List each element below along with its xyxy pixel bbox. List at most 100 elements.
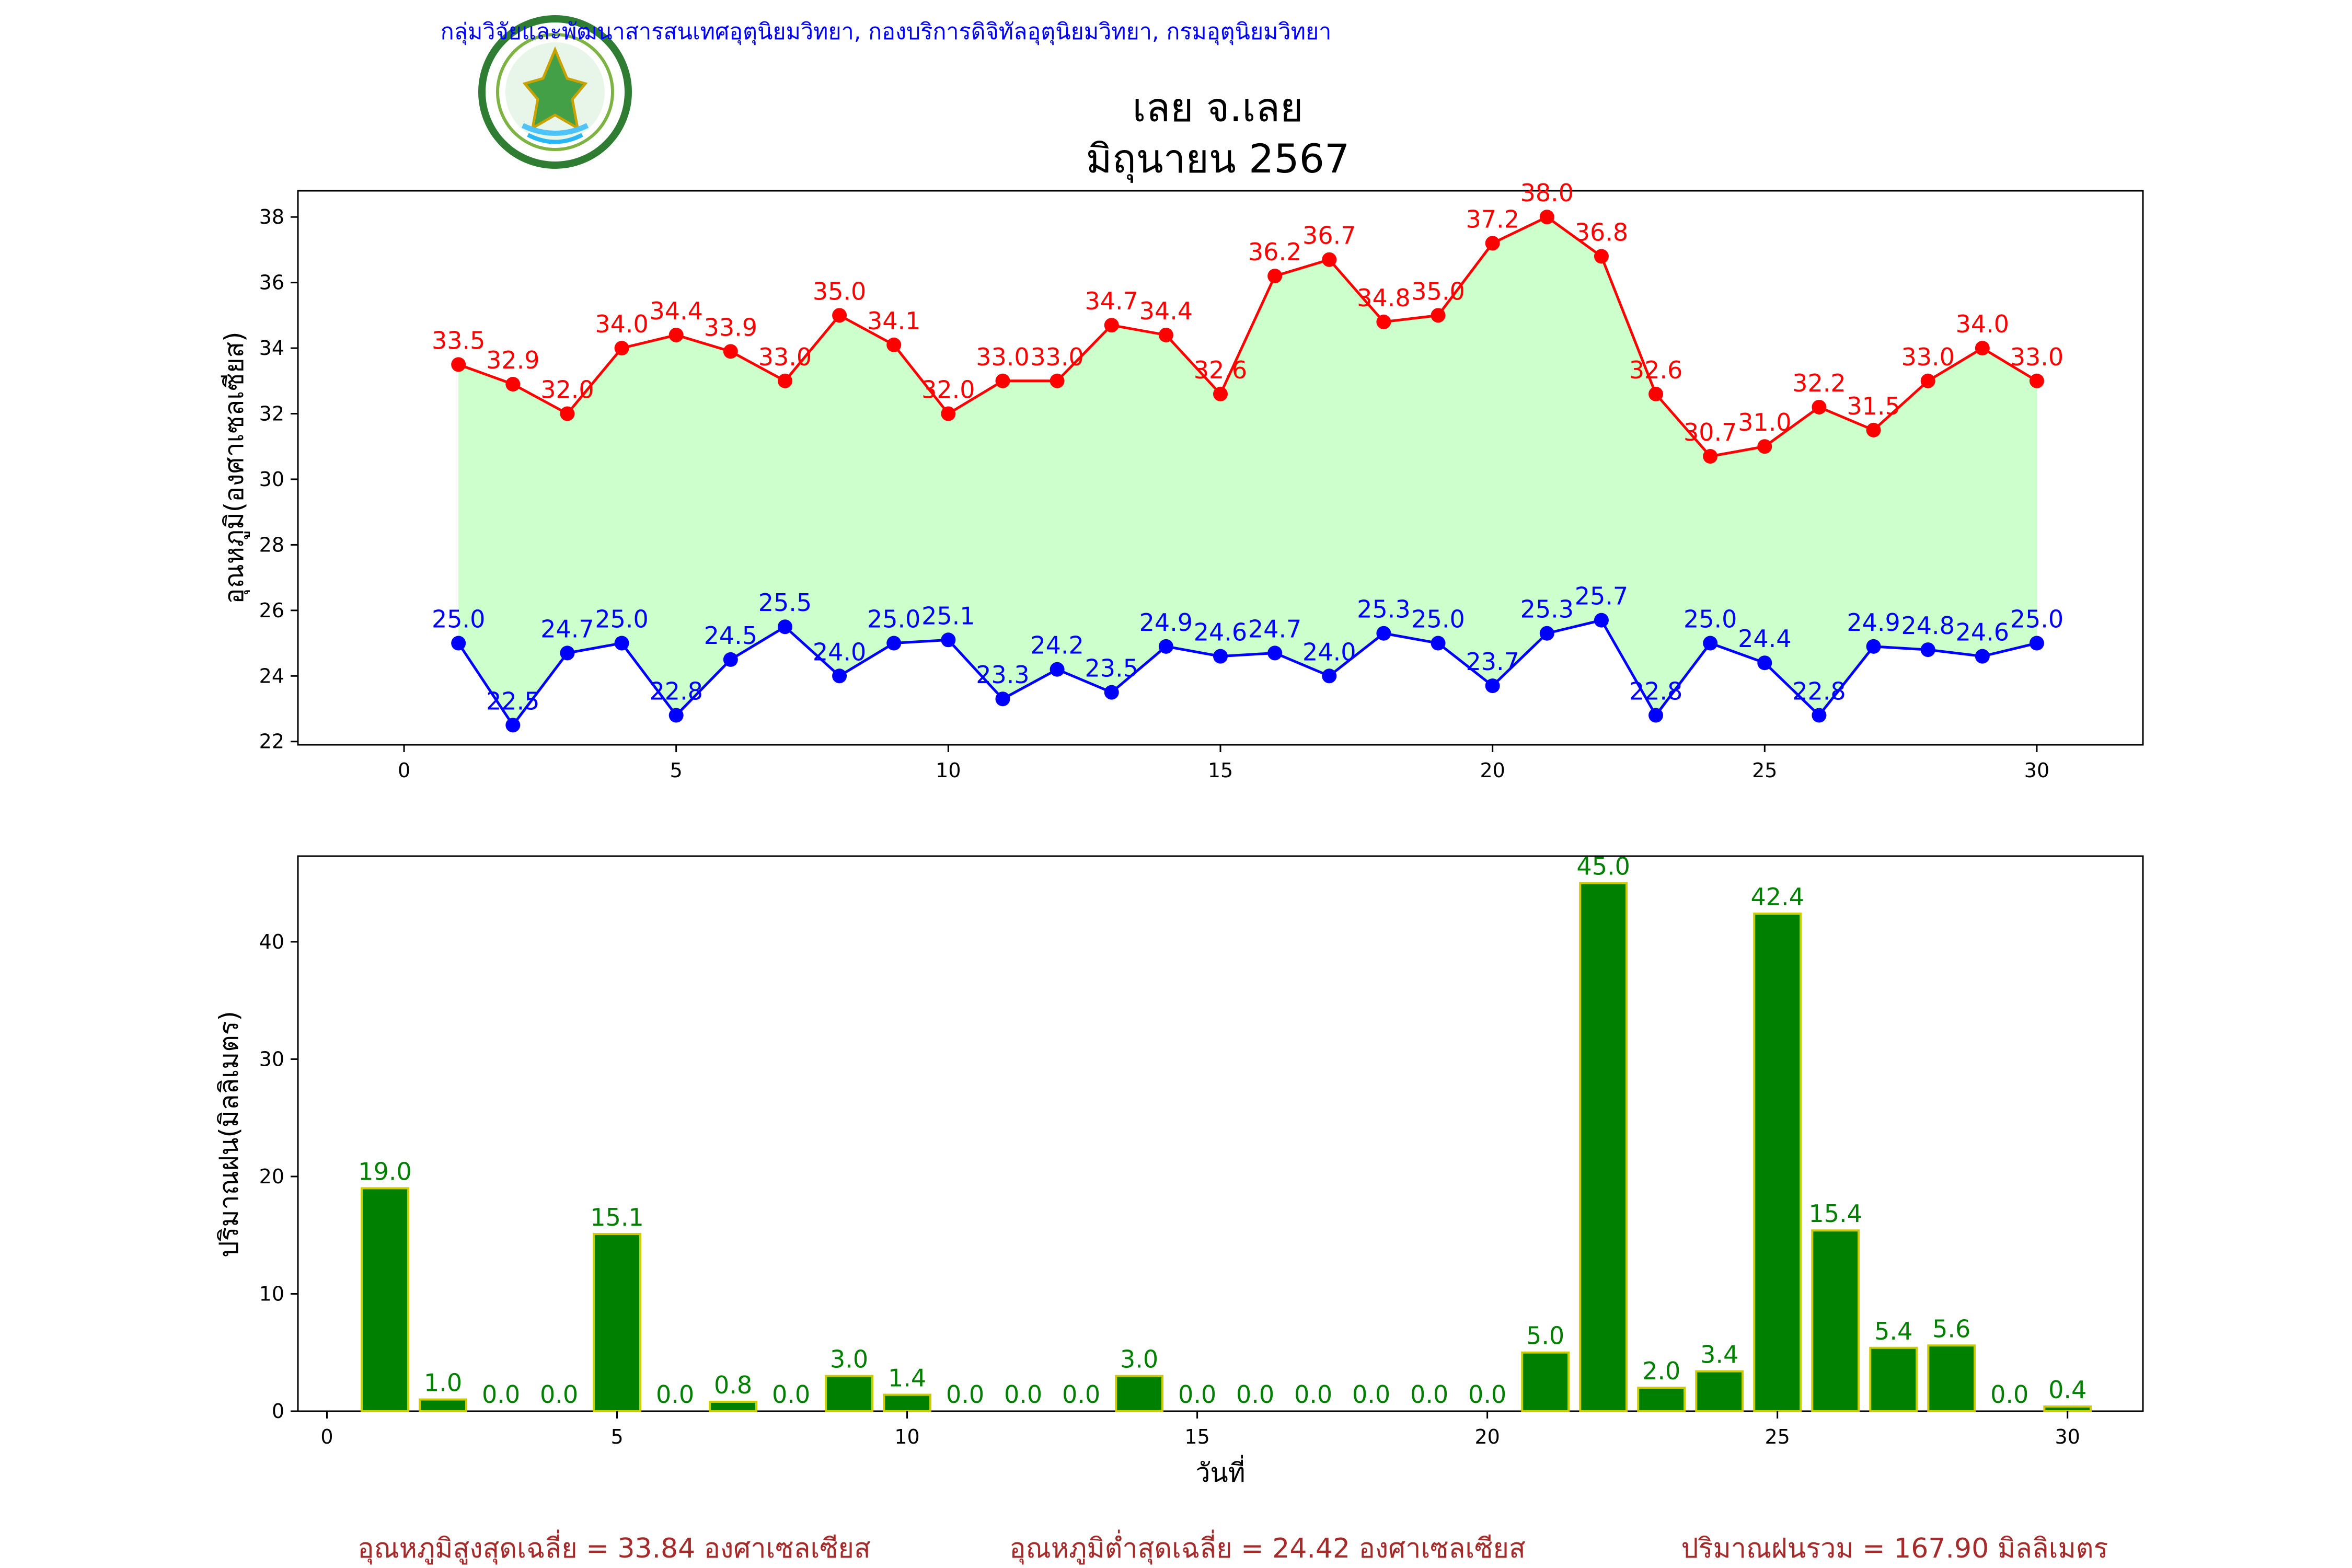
min-temperature-point xyxy=(1213,649,1228,664)
min-temperature-point xyxy=(1431,636,1446,651)
rainfall-y-axis-label: ปริมาณฝน(มิลลิเมตร) xyxy=(214,1011,244,1258)
rainfall-bar xyxy=(1579,882,1628,1413)
rainfall-data-label: 0.0 xyxy=(1352,1380,1390,1409)
chart-title-location: เลย จ.เลย xyxy=(1132,84,1303,131)
min-temperature-data-label: 22.8 xyxy=(649,677,702,706)
rainfall-data-label: 3.4 xyxy=(1700,1341,1738,1369)
max-temperature-point xyxy=(1104,318,1119,333)
temperature-fill-layer xyxy=(458,217,2037,725)
temperature-lines-layer: 33.532.932.034.0 34.433.933.035.034.132.0… xyxy=(432,179,2063,733)
min-temperature-data-label: 22.5 xyxy=(486,687,539,715)
min-temperature-data-label: 25.0 xyxy=(432,605,485,633)
min-temperature-point xyxy=(1322,668,1337,684)
rainfall-data-label: 19.0 xyxy=(358,1157,411,1185)
min-temperature-data-label: 22.8 xyxy=(1792,677,1846,706)
rainfall-data-label: 0.0 xyxy=(1410,1380,1448,1409)
rainfall-bar xyxy=(361,1187,409,1412)
max-temperature-point xyxy=(941,406,956,421)
rainfall-data-label: 0.0 xyxy=(1236,1380,1274,1409)
max-temperature-data-label: 36.7 xyxy=(1302,222,1356,250)
rainfall-bar xyxy=(593,1232,641,1412)
min-temperature-point xyxy=(886,636,902,651)
x-tick-label: 15 xyxy=(1184,1425,1209,1448)
max-temperature-data-label: 34.4 xyxy=(649,297,702,325)
rainfall-data-label: 15.4 xyxy=(1808,1200,1862,1228)
rainfall-x-ticks: 0 5 10 15 20 25 30 xyxy=(320,1411,2080,1448)
max-temperature-data-label: 36.8 xyxy=(1575,218,1628,246)
rainfall-bars-layer: 19.0 1.0 0.0 0.0 15.1 0.0 0.8 0.0 3.0 1.4 0.0 0.0 0.… xyxy=(358,852,2092,1413)
min-temperature-point xyxy=(1920,642,1935,658)
rainfall-data-label: 1.0 xyxy=(424,1369,462,1397)
max-temperature-data-label: 31.0 xyxy=(1738,408,1791,436)
rainfall-chart: 19.0 1.0 0.0 0.0 15.1 0.0 0.8 0.0 3.0 1.4 0.0 0.0 0.… xyxy=(214,852,2144,1488)
rainfall-bar xyxy=(1753,913,1802,1413)
max-temperature-data-label: 32.9 xyxy=(486,346,539,374)
rainfall-data-label: 3.0 xyxy=(830,1345,868,1374)
min-temperature-data-label: 24.0 xyxy=(1302,638,1356,666)
min-temperature-point xyxy=(1594,613,1609,628)
y-tick-label: 34 xyxy=(259,337,284,360)
min-temperature-data-label: 25.0 xyxy=(1684,605,1737,633)
max-temperature-data-label: 38.0 xyxy=(1520,179,1574,207)
average-max-temperature: อุณหภูมิสูงสุดเฉลี่ย = 33.84 องศาเซลเซีย… xyxy=(358,1529,871,1565)
max-temperature-data-label: 34.0 xyxy=(1956,310,2009,338)
rainfall-bar xyxy=(1869,1346,1918,1412)
max-temperature-point xyxy=(1594,249,1609,264)
temperature-y-axis-label: อุณหภูมิ(องศาเซลเซียส) xyxy=(219,331,250,604)
max-temperature-data-label: 34.1 xyxy=(867,307,920,335)
x-tick-label: 20 xyxy=(1474,1425,1500,1448)
max-temperature-point xyxy=(1213,386,1228,401)
rainfall-bar xyxy=(1927,1344,1976,1412)
max-temperature-point xyxy=(560,406,575,421)
max-temperature-point xyxy=(1920,373,1935,388)
rainfall-data-label: 0.0 xyxy=(1294,1380,1332,1409)
max-temperature-point xyxy=(832,308,847,323)
min-temperature-data-label: 23.7 xyxy=(1466,648,1519,676)
max-temperature-data-label: 34.8 xyxy=(1357,284,1410,312)
max-temperature-point xyxy=(1431,308,1446,323)
min-temperature-point xyxy=(1050,662,1065,677)
min-temperature-data-label: 25.0 xyxy=(867,605,920,633)
rainfall-data-label: 45.0 xyxy=(1576,852,1630,881)
max-temperature-point xyxy=(1648,386,1664,401)
y-tick-label: 36 xyxy=(259,271,284,294)
min-temperature-point xyxy=(723,652,738,667)
max-temperature-point xyxy=(1866,422,1881,437)
rainfall-data-label: 0.0 xyxy=(540,1380,578,1409)
max-temperature-point xyxy=(995,373,1010,388)
max-temperature-data-label: 34.7 xyxy=(1085,287,1138,315)
rainfall-data-label: 5.4 xyxy=(1874,1317,1912,1345)
min-temperature-point xyxy=(668,708,684,723)
min-temperature-data-label: 25.3 xyxy=(1520,595,1574,624)
min-temperature-data-label: 24.6 xyxy=(1194,618,1247,647)
max-temperature-data-label: 33.5 xyxy=(432,326,485,354)
rainfall-bar xyxy=(419,1398,467,1413)
y-tick-label: 30 xyxy=(259,468,284,491)
min-temperature-point xyxy=(1376,626,1391,641)
min-temperature-data-label: 24.7 xyxy=(1248,615,1301,643)
x-tick-label: 0 xyxy=(398,759,410,782)
max-temperature-data-label: 30.7 xyxy=(1684,418,1737,446)
x-tick-label: 25 xyxy=(1752,759,1777,782)
max-temperature-point xyxy=(1539,210,1554,225)
department-logo xyxy=(478,15,632,169)
min-temperature-point xyxy=(1975,649,1990,664)
max-temperature-data-label: 32.6 xyxy=(1194,356,1247,384)
max-temperature-data-label: 32.2 xyxy=(1792,369,1846,397)
max-temperature-point xyxy=(1267,269,1283,284)
min-temperature-point xyxy=(1812,708,1827,723)
min-temperature-point xyxy=(451,636,466,651)
max-temperature-data-label: 33.0 xyxy=(1901,343,1954,371)
min-temperature-data-label: 25.1 xyxy=(921,602,975,630)
max-temperature-data-label: 34.0 xyxy=(595,310,648,338)
rainfall-data-label: 0.0 xyxy=(772,1380,810,1409)
min-temperature-point xyxy=(995,691,1010,707)
max-temperature-point xyxy=(505,377,521,392)
max-temperature-data-label: 32.6 xyxy=(1629,356,1682,384)
min-temperature-point xyxy=(614,636,629,651)
rainfall-x-axis-label: วันที่ xyxy=(1195,1455,1245,1488)
x-tick-label: 10 xyxy=(894,1425,919,1448)
min-temperature-data-label: 24.4 xyxy=(1738,625,1791,653)
rainfall-plot-frame xyxy=(297,855,2144,1412)
